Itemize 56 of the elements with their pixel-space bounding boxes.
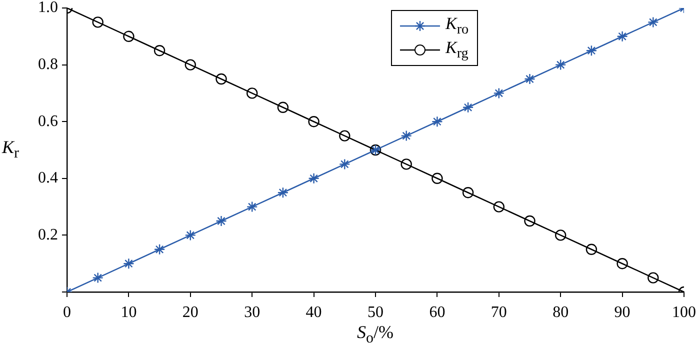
point — [123, 30, 134, 42]
point — [400, 130, 412, 142]
x-tick-label: 40 — [306, 304, 322, 322]
point — [648, 272, 659, 284]
point — [277, 187, 289, 198]
x-tick-label: 90 — [614, 304, 630, 322]
x-tick-label: 60 — [429, 304, 446, 322]
point — [277, 102, 289, 113]
point — [246, 201, 258, 212]
point — [92, 16, 104, 28]
point — [184, 59, 196, 70]
point — [616, 258, 628, 270]
point — [555, 230, 566, 241]
y-tick-label: 0.4 — [38, 170, 58, 187]
point — [432, 172, 443, 184]
x-axis-title: S$_{o}$/% — [357, 322, 394, 348]
point — [555, 59, 566, 70]
point — [493, 88, 504, 99]
legend-label: K$_{rg}$ — [446, 38, 468, 62]
point — [462, 102, 474, 113]
point — [616, 30, 628, 42]
point — [524, 215, 536, 227]
x-tick-label: 30 — [244, 304, 260, 322]
point — [154, 244, 166, 255]
y-tick-label: 0.6 — [38, 112, 58, 130]
x-tick-label: 20 — [182, 304, 198, 322]
x-tick-label: 50 — [368, 304, 384, 322]
point — [216, 73, 227, 85]
point — [184, 230, 196, 241]
x-tick-label: 10 — [120, 304, 137, 322]
point — [246, 88, 258, 99]
point — [586, 45, 598, 56]
point — [92, 272, 104, 284]
point — [308, 172, 320, 184]
point — [339, 158, 350, 170]
point — [339, 130, 350, 142]
y-axis-title: K$_{r}$ — [2, 137, 20, 162]
point — [524, 73, 536, 85]
point — [586, 244, 598, 255]
point — [123, 258, 134, 270]
point — [493, 201, 504, 212]
point — [648, 16, 659, 28]
point — [216, 215, 227, 227]
x-tick-label: 100 — [672, 304, 696, 322]
y-tick-label: 0.8 — [38, 56, 58, 74]
point — [462, 187, 474, 198]
legend-label: K$_{ro}$ — [446, 14, 469, 38]
x-tick-label: 80 — [552, 304, 569, 322]
x-tick-label: 0 — [63, 304, 71, 322]
point — [308, 116, 320, 128]
point — [154, 45, 166, 56]
point — [400, 158, 412, 170]
x-tick-label: 70 — [490, 304, 507, 322]
y-tick-label: 1.0 — [38, 0, 58, 16]
point — [432, 116, 443, 128]
y-tick-label: 0.2 — [38, 226, 58, 244]
